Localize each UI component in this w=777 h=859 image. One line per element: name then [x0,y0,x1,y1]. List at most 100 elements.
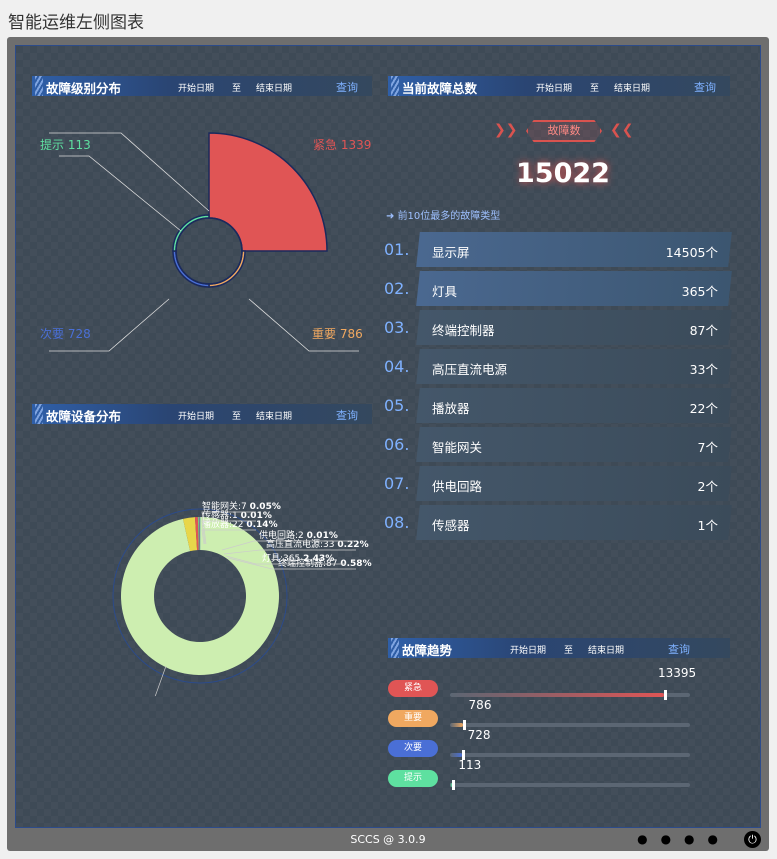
rose-slice[interactable] [172,214,210,252]
rank-name: 播放器 [432,401,470,416]
rank-count: 33个 [689,362,718,377]
rose-slice[interactable] [208,132,328,252]
footer: SCCS @ 3.0.9 ●●●● ⏻ [7,828,769,851]
rank-number: 02. [384,279,410,298]
rank-number: 03. [384,318,410,337]
chevron-left-icon: ❮❮ [610,122,634,138]
panel-header-level: 故障级别分布 开始日期 至 结束日期 查询 [32,76,372,96]
rose-label-line [49,298,170,352]
panel-title: 当前故障总数 [402,81,478,96]
donut-chart: 显示屏:14505 96.56%灯具:365 2.43%终端控制器:87 0.5… [112,500,372,696]
rank-count: 365个 [681,284,718,299]
donut-slice[interactable] [194,517,199,551]
rank-number: 04. [384,357,410,376]
rank-number: 05. [384,396,410,415]
rank-count: 7个 [697,440,718,455]
trend-fill [450,723,463,727]
trend-fill [450,783,453,787]
end-date-field[interactable]: 结束日期 [614,84,651,94]
rank-row[interactable]: 05. 播放器 22个 [384,388,732,423]
power-icon[interactable]: ⏻ [744,831,761,848]
rank-row[interactable]: 08. 传感器 1个 [384,505,732,540]
query-button[interactable]: 查询 [336,409,358,422]
trend-knob [664,690,667,700]
page-title: 智能运维左侧图表 [8,13,144,33]
start-date-field[interactable]: 开始日期 [178,412,215,422]
donut-slice[interactable] [198,517,200,551]
start-date-field[interactable]: 开始日期 [510,646,547,656]
trend-fill [450,693,664,697]
trend-label[interactable]: 紧急 [388,680,438,697]
trend-row: 提示 113 [388,758,708,792]
donut-slice[interactable] [197,517,200,551]
rank-count: 22个 [689,401,718,416]
rank-name: 传感器 [432,518,470,533]
page-dots[interactable]: ●●●● [637,832,731,846]
end-date-field[interactable]: 结束日期 [588,646,625,656]
trend-track [450,753,690,757]
rank-row[interactable]: 03. 终端控制器 87个 [384,310,732,345]
header-stripe-icon [391,76,399,96]
rank-number: 07. [384,474,410,493]
rank-number: 06. [384,435,410,454]
rose-slice[interactable] [208,250,246,288]
total-badge: ❯❯ 故障数 ❮❮ [494,116,634,152]
trend-knob [461,750,465,760]
trend-label[interactable]: 次要 [388,740,438,757]
donut-outer-ring [112,508,288,684]
donut-label: 传感器:1 0.01% [202,509,272,521]
query-button[interactable]: 查询 [694,81,716,94]
rank-row[interactable]: 07. 供电回路 2个 [384,466,732,501]
donut-slice[interactable] [183,517,198,552]
rank-row[interactable]: 04. 高压直流电源 33个 [384,349,732,384]
rose-slice[interactable] [172,250,210,288]
header-stripe-icon [35,76,43,96]
trend-track [450,783,690,787]
arrow-icon: ➜ [386,211,398,222]
header-stripe-icon [391,638,399,658]
version-text: SCCS @ 3.0.9 [350,833,426,846]
date-separator: 至 [564,646,574,656]
header-stripe-icon [35,404,43,424]
panel-header-total: 当前故障总数 开始日期 至 结束日期 查询 [388,76,730,96]
trend-row: 次要 728 [388,728,708,762]
rank-number: 08. [384,513,410,532]
donut-leader-line [225,555,346,565]
rose-label-line [59,155,182,232]
trend-value: 786 [468,698,492,712]
start-date-field[interactable]: 开始日期 [178,84,215,94]
rose-chart [49,132,359,352]
end-date-field[interactable]: 结束日期 [256,84,293,94]
trend-fill [450,753,462,757]
trend-value: 728 [467,728,491,742]
trend-knob [452,780,456,790]
total-count: 15022 [516,158,610,189]
start-date-field[interactable]: 开始日期 [536,84,573,94]
dashboard-frame: 故障级别分布 开始日期 至 结束日期 查询 提示 113 紧急 1339 次要 … [7,37,769,851]
panel-header-device: 故障设备分布 开始日期 至 结束日期 查询 [32,404,372,424]
rose-label-important: 重要 786 [312,327,363,341]
panel-header-trend: 故障趋势 开始日期 至 结束日期 查询 [388,638,730,658]
donut-leader-line [221,540,356,551]
donut-slice[interactable] [121,517,279,675]
donut-leader-line [201,520,256,545]
query-button[interactable]: 查询 [668,643,690,656]
rose-label-urgent: 紧急 1339 [313,138,372,152]
donut-label: 供电回路:2 0.01% [259,529,338,541]
query-button[interactable]: 查询 [336,81,358,94]
donut-leader-line [223,549,356,555]
date-separator: 至 [232,412,242,422]
chevron-right-icon: ❯❯ [494,122,518,138]
rank-row[interactable]: 06. 智能网关 7个 [384,427,732,462]
rank-name: 智能网关 [432,440,483,455]
rank-name: 显示屏 [432,245,470,260]
rank-count: 14505个 [665,245,718,260]
top-types-subtitle-text: 前10位最多的故障类型 [397,211,501,222]
trend-row: 紧急 13395 [388,666,708,702]
trend-row: 重要 786 [388,698,708,732]
trend-label[interactable]: 重要 [388,710,438,727]
trend-label[interactable]: 提示 [388,770,438,787]
rank-row[interactable]: 01. 显示屏 14505个 [384,232,732,267]
end-date-field[interactable]: 结束日期 [256,412,293,422]
rank-row[interactable]: 02. 灯具 365个 [384,271,732,306]
